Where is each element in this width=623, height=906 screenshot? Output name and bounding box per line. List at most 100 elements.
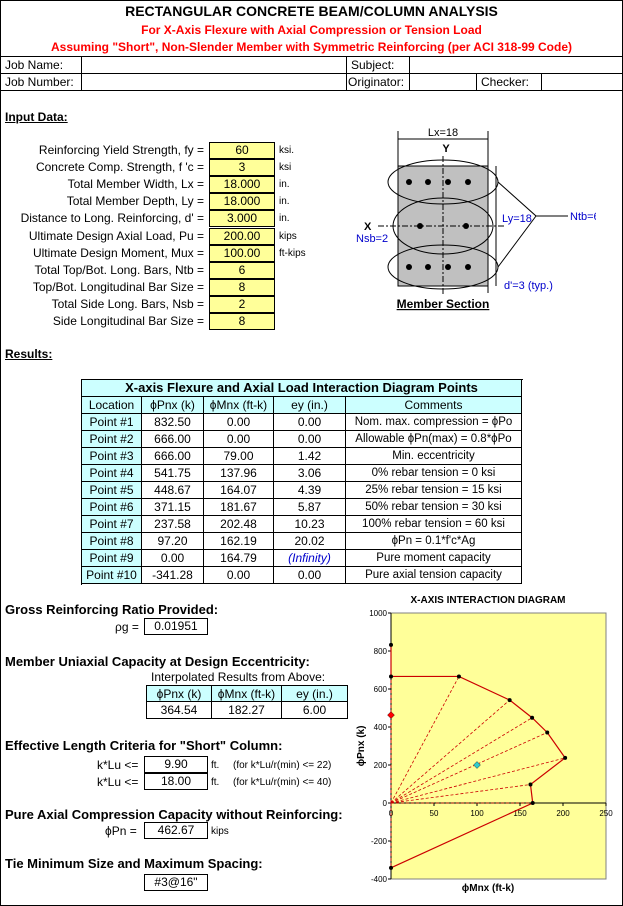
- table-cell: (Infinity): [274, 550, 346, 567]
- curve-point: [530, 801, 535, 805]
- input-unit: ksi.: [279, 145, 294, 156]
- heading: Results:: [5, 347, 53, 361]
- curve-point: [528, 782, 533, 787]
- label: Job Name:: [5, 58, 64, 72]
- table-cell: ϕPn = 0.1*f'c*Ag: [346, 533, 522, 550]
- input-label: Top/Bot. Longitudinal Bar Size =: [32, 279, 204, 294]
- point-marker: [387, 711, 395, 719]
- rule: [1, 56, 622, 57]
- x-axis-label: ϕMnx (ft-k): [462, 883, 515, 894]
- radial-line: [390, 784, 531, 804]
- input-label: Total Member Width, Lx =: [67, 177, 204, 192]
- input-unit: ft-kips: [279, 247, 306, 259]
- curve-point: [507, 698, 512, 703]
- x-tick-label: 150: [513, 809, 527, 818]
- input-label: Ultimate Design Axial Load, Pu =: [28, 228, 204, 243]
- input-value: 6: [209, 261, 275, 279]
- unit: ft.: [211, 760, 220, 771]
- curve-point: [389, 865, 393, 870]
- note: (for k*Lu/r(min) <= 22): [233, 760, 332, 771]
- label: Ly=18: [502, 213, 532, 225]
- heading: Input Data:: [5, 110, 68, 124]
- table-cell: 666.00: [142, 431, 204, 448]
- label: Job Number:: [5, 75, 74, 89]
- label: ρg =: [115, 620, 139, 634]
- table-cell: 832.50: [142, 414, 204, 431]
- column-header: ϕMnx (ft-k): [212, 685, 282, 702]
- curve-point: [563, 755, 568, 760]
- label: Nsb=2: [356, 233, 388, 245]
- table-cell: 0.00: [142, 550, 204, 567]
- row-label: Point #1: [82, 414, 142, 431]
- label: Originator:: [348, 75, 405, 89]
- input-value: 100.00: [209, 244, 275, 262]
- x-tick-label: 250: [599, 809, 613, 818]
- rule: [81, 56, 82, 90]
- table-cell: Min. eccentricity: [346, 448, 522, 465]
- input-label: Side Longitudinal Bar Size =: [52, 314, 204, 328]
- table-cell: 3.06: [274, 465, 346, 482]
- value: 6.00: [282, 702, 348, 719]
- plot-area: [390, 612, 607, 880]
- column-header: ey (in.): [282, 685, 348, 702]
- input-label: Total Top/Bot. Long. Bars, Ntb =: [34, 262, 204, 277]
- note: Interpolated Results from Above:: [151, 670, 326, 684]
- column-header: ϕPnx (k): [146, 685, 212, 702]
- table-title: X-axis Flexure and Axial Load Interactio…: [82, 380, 522, 397]
- interaction-curve: [390, 644, 566, 869]
- input-unit: ksi: [279, 162, 292, 174]
- label: Subject:: [351, 58, 395, 72]
- input-value: 18.000: [209, 193, 275, 211]
- row-label: Point #6: [82, 499, 142, 516]
- label: Lx=18: [428, 127, 458, 139]
- results-table: X-axis Flexure and Axial Load Interactio…: [81, 379, 523, 585]
- label: Checker:: [481, 75, 530, 89]
- heading: Effective Length Criteria for "Short" Co…: [5, 738, 283, 753]
- table-cell: 5.87: [274, 499, 346, 516]
- input-value: 200.00: [209, 227, 275, 245]
- input-value: 3.000: [209, 210, 275, 228]
- row-label: Point #3: [82, 448, 142, 465]
- input-value: 8: [209, 278, 275, 296]
- column-header: Location: [82, 397, 142, 414]
- bars: [406, 179, 471, 270]
- column-header: ϕMnx (ft-k): [204, 397, 274, 414]
- curve-point: [545, 730, 550, 735]
- table-cell: 0.00: [204, 431, 274, 448]
- x-tick-label: 200: [556, 809, 570, 818]
- table-cell: Pure axial tension capacity: [346, 567, 522, 584]
- value: 182.27: [212, 702, 282, 719]
- heading: Tie Minimum Size and Maximum Spacing:: [5, 856, 263, 871]
- table-cell: 100% rebar tension = 60 ksi: [346, 516, 522, 533]
- table-cell: Allowable ϕPn(max) = 0.8*ϕPo: [346, 431, 522, 448]
- rule: [1, 90, 622, 91]
- table-cell: 0.00: [274, 414, 346, 431]
- y-axis-label: ϕPnx (k): [356, 726, 367, 767]
- table-cell: 50% rebar tension = 30 ksi: [346, 499, 522, 516]
- input-value: 2: [209, 295, 275, 313]
- unit: kips: [211, 826, 229, 837]
- heading: Pure Axial Compression Capacity without …: [5, 807, 343, 822]
- radial-line: [390, 732, 548, 804]
- rule: [1, 73, 622, 74]
- radial-line: [390, 717, 533, 804]
- table-cell: 1.42: [274, 448, 346, 465]
- subtitle: Assuming "Short", Non-Slender Member wit…: [50, 40, 573, 54]
- unit: ft.: [211, 777, 220, 788]
- table-cell: 79.00: [204, 448, 274, 465]
- subtitle: For X-Axis Flexure with Axial Compressio…: [141, 23, 482, 37]
- rule: [409, 56, 410, 90]
- column-header: ey (in.): [274, 397, 346, 414]
- label: Y: [442, 143, 450, 155]
- row-label: Point #2: [82, 431, 142, 448]
- label: X: [364, 221, 372, 233]
- input-label: Concrete Comp. Strength, f 'c =: [35, 160, 204, 175]
- table-cell: 164.07: [204, 482, 274, 499]
- x-tick-label: 50: [430, 809, 439, 818]
- label: Ntb=6: [570, 211, 596, 223]
- table-cell: 164.79: [204, 550, 274, 567]
- curve-point: [456, 674, 461, 679]
- input-unit: kips: [279, 230, 297, 242]
- y-tick-label: -400: [371, 875, 388, 884]
